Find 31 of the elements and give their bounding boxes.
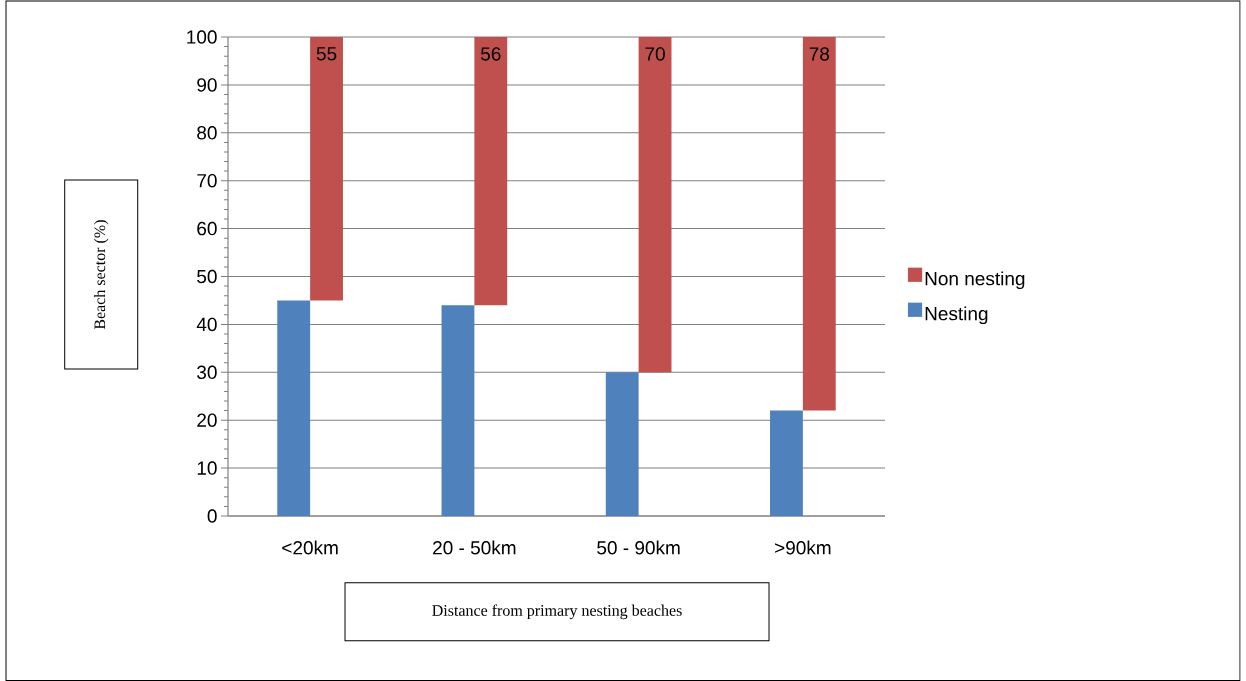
y-tick-label: 40 (196, 317, 217, 332)
data-label: 55 (316, 47, 337, 61)
x-tick-label: <20km (282, 540, 338, 555)
y-tick-label: 60 (197, 221, 217, 236)
y-axis-title: Beach sector (%) (93, 220, 109, 330)
y-tick-label: 0 (207, 509, 217, 523)
bar (605, 372, 639, 516)
bar (802, 37, 836, 411)
bar (474, 37, 508, 306)
x-tick-label: 50 - 90km (597, 540, 680, 555)
bar (770, 410, 803, 516)
bar (277, 300, 311, 516)
data-label: 56 (480, 47, 501, 61)
y-tick-label: 30 (197, 365, 217, 380)
y-tick-label: 80 (197, 126, 217, 140)
bar (310, 37, 343, 301)
y-tick-label: 70 (197, 173, 217, 188)
bar (441, 305, 475, 516)
y-tick-label: 20 (197, 413, 217, 427)
bar (638, 37, 672, 373)
data-label: 78 (809, 47, 830, 61)
legend-label: Nesting (925, 306, 988, 325)
x-tick-label: 20 - 50km (433, 540, 516, 555)
y-tick-label: 10 (197, 461, 217, 475)
data-label: 70 (645, 47, 665, 61)
legend-label: Non nesting (925, 271, 1025, 290)
x-axis-title: Distance from primary nesting beaches (432, 604, 682, 620)
y-tick-label: 100 (187, 30, 217, 44)
x-tick-label: >90km (775, 540, 831, 555)
y-tick-label: 90 (197, 78, 217, 92)
y-tick-label: 50 (197, 269, 217, 284)
